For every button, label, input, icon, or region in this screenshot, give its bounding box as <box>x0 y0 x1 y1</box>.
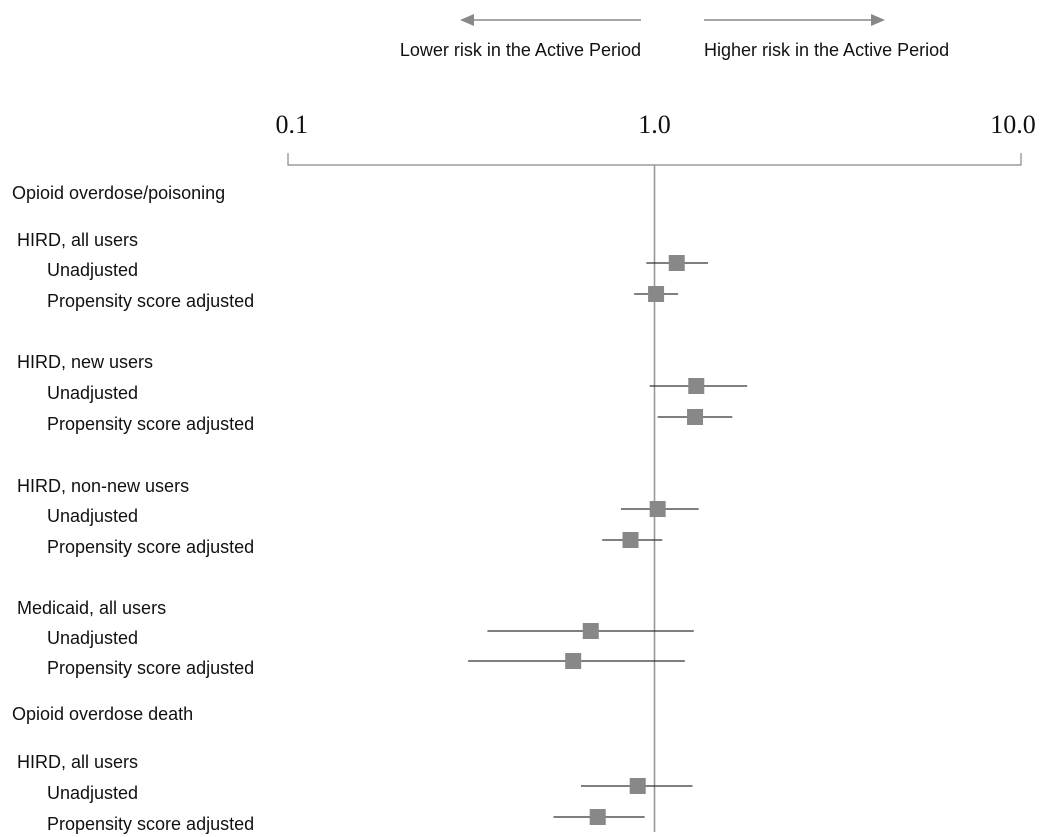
estimate-row: Propensity score adjusted <box>47 532 663 557</box>
outcome-header-row: Opioid overdose death <box>12 704 193 724</box>
group-label: HIRD, new users <box>17 352 153 372</box>
row-label: Propensity score adjusted <box>47 291 254 311</box>
point-estimate <box>648 286 665 302</box>
group-row: Medicaid, all users <box>17 598 166 618</box>
x-tick-label: 1.0 <box>638 110 671 139</box>
estimate-row: Propensity score adjusted <box>47 409 733 434</box>
estimate-row: Unadjusted <box>47 778 693 803</box>
row-label: Propensity score adjusted <box>47 537 254 557</box>
group-row: HIRD, new users <box>17 352 153 372</box>
lower-risk-arrow-head <box>460 14 474 26</box>
outcome-header-row: Opioid overdose/poisoning <box>12 183 225 203</box>
x-axis-line <box>287 153 1022 166</box>
estimate-row: Unadjusted <box>47 255 709 280</box>
point-estimate <box>589 809 606 825</box>
x-tick-label: 10.0 <box>990 110 1036 139</box>
row-label: Propensity score adjusted <box>47 658 254 678</box>
point-estimate <box>622 532 639 548</box>
row-label: Unadjusted <box>47 383 138 403</box>
point-estimate <box>688 378 705 394</box>
group-label: HIRD, all users <box>17 752 138 772</box>
group-label: HIRD, all users <box>17 230 138 250</box>
row-label: Unadjusted <box>47 506 138 526</box>
outcome-label: Opioid overdose/poisoning <box>12 183 225 203</box>
x-tick-label: 0.1 <box>276 110 309 139</box>
point-estimate <box>687 409 704 425</box>
point-estimate <box>649 501 666 517</box>
group-row: HIRD, all users <box>17 752 138 772</box>
row-label: Unadjusted <box>47 783 138 803</box>
lower-risk-label: Lower risk in the Active Period <box>400 40 641 60</box>
estimate-row: Propensity score adjusted <box>47 653 685 678</box>
estimate-row: Propensity score adjusted <box>47 286 679 311</box>
group-row: HIRD, all users <box>17 230 138 250</box>
group-row: HIRD, non-new users <box>17 476 189 496</box>
point-estimate <box>565 653 582 669</box>
estimate-row: Unadjusted <box>47 623 694 648</box>
point-estimate <box>629 778 646 794</box>
forest-rows: Opioid overdose/poisoning HIRD, all users… <box>12 183 748 834</box>
point-estimate <box>582 623 599 639</box>
higher-risk-arrow-head <box>871 14 885 26</box>
outcome-label: Opioid overdose death <box>12 704 193 724</box>
row-label: Unadjusted <box>47 628 138 648</box>
x-axis-ticks: 0.1 1.0 10.0 <box>276 110 1036 139</box>
group-label: HIRD, non-new users <box>17 476 189 496</box>
direction-indicators: Lower risk in the Active Period Higher r… <box>400 14 949 60</box>
row-label: Propensity score adjusted <box>47 414 254 434</box>
estimate-row: Unadjusted <box>47 501 699 526</box>
higher-risk-label: Higher risk in the Active Period <box>704 40 949 60</box>
estimate-row: Propensity score adjusted <box>47 809 645 834</box>
group-label: Medicaid, all users <box>17 598 166 618</box>
estimate-row: Unadjusted <box>47 378 748 403</box>
row-label: Propensity score adjusted <box>47 814 254 834</box>
point-estimate <box>668 255 685 271</box>
row-label: Unadjusted <box>47 260 138 280</box>
x-axis <box>287 153 1022 166</box>
